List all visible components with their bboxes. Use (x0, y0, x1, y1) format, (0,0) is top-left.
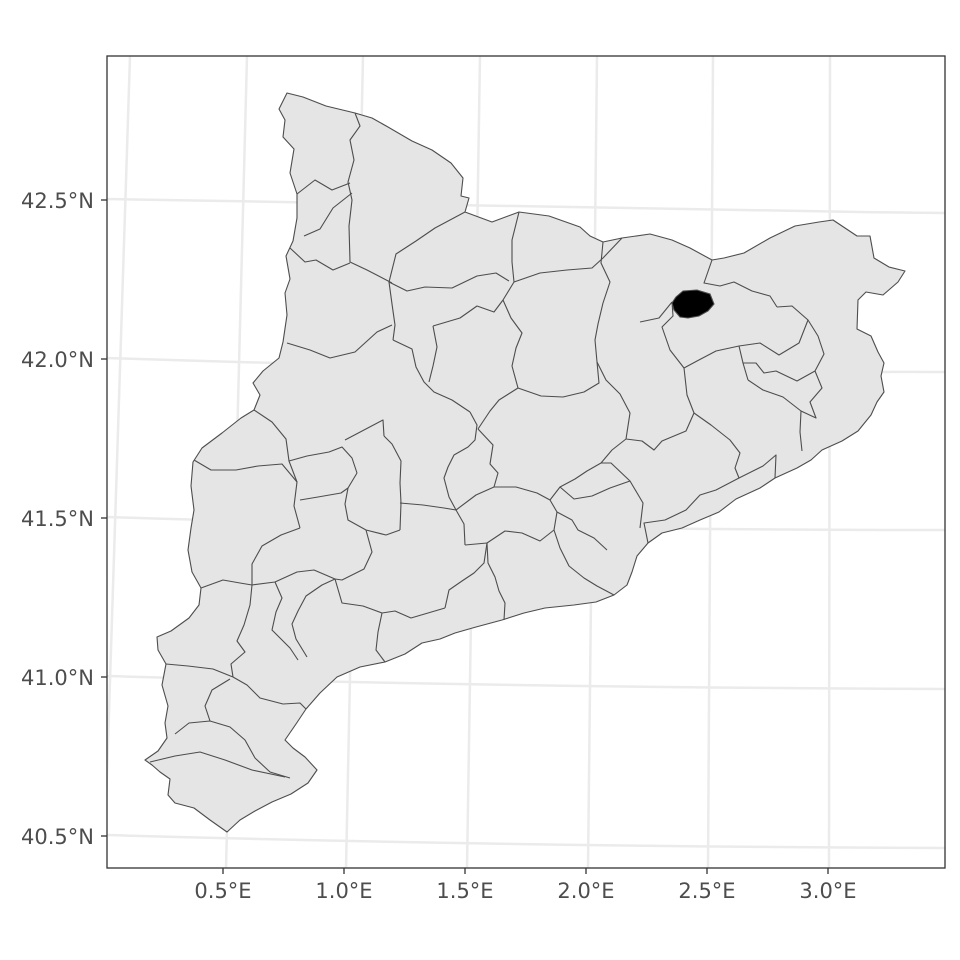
graticule-lat-40-5 (107, 833, 945, 850)
y-tick-label: 40.5°N (21, 825, 94, 849)
highlighted-region (671, 289, 715, 319)
x-tick-label: 3.0°E (799, 879, 856, 903)
panel-border (106, 55, 946, 869)
graticule-lon-3-0 (827, 56, 832, 868)
region-borders (149, 112, 825, 779)
graticule-lat-42-5 (107, 197, 945, 215)
y-tick-label: 42.0°N (21, 348, 94, 372)
y-tick-label: 42.5°N (21, 189, 94, 213)
x-tick-label: 1.0°E (315, 879, 372, 903)
x-axis: 0.5°E 1.0°E 1.5°E 2.0°E 2.5°E 3.0°E (194, 868, 857, 903)
x-tick-label: 1.5°E (436, 879, 493, 903)
graticule-lon-0-0 (107, 56, 132, 814)
x-tick-label: 2.0°E (557, 879, 614, 903)
regions (144, 92, 906, 833)
catalonia-outline (144, 92, 906, 833)
y-axis: 42.5°N 42.0°N 41.5°N 41.0°N 40.5°N (21, 189, 107, 849)
x-tick-label: 0.5°E (194, 879, 251, 903)
y-tick-label: 41.5°N (21, 507, 94, 531)
y-tick-label: 41.0°N (21, 666, 94, 690)
x-tick-label: 2.5°E (678, 879, 735, 903)
